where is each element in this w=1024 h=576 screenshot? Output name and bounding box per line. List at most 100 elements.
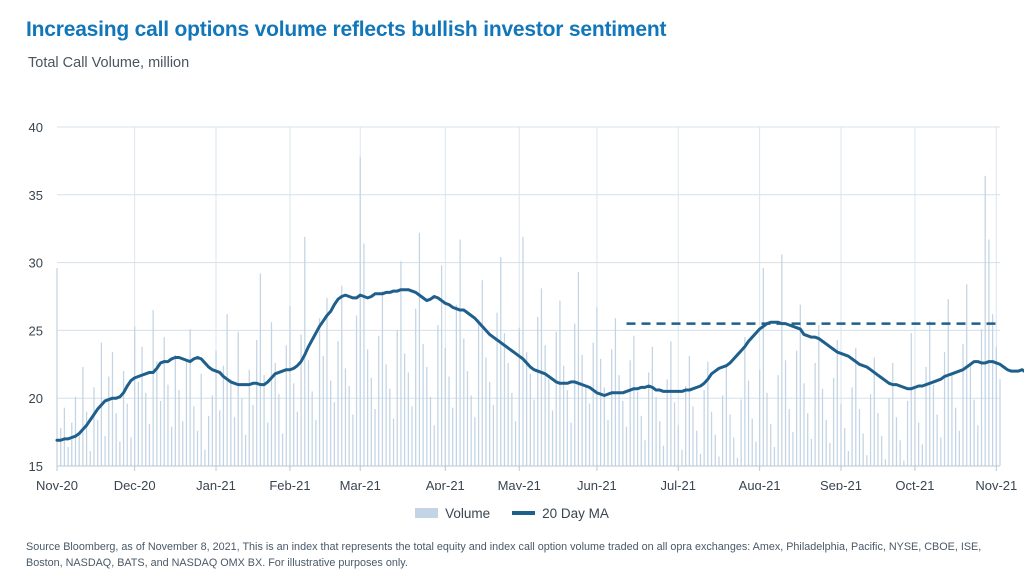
volume-bar <box>714 434 716 466</box>
chart-svg: 15 20 25 30 35 40 Nov-20 Dec-20 Jan-21 Feb-21 Mar… <box>29 120 1024 490</box>
volume-bar <box>629 360 631 466</box>
volume-bar <box>566 390 568 466</box>
volume-bar <box>477 319 480 466</box>
volume-bar <box>722 395 724 466</box>
volume-bar <box>563 365 565 466</box>
volume-bar <box>485 357 487 466</box>
volume-bar <box>692 406 694 466</box>
volume-bar <box>352 414 354 466</box>
moving-average-swatch-icon <box>512 511 536 515</box>
volume-bar <box>877 413 879 466</box>
volume-bar <box>603 387 605 466</box>
volume-bar <box>799 304 801 466</box>
volume-bar <box>844 428 846 466</box>
volume-bar <box>884 459 886 466</box>
volume-bar <box>648 372 650 466</box>
volume-bar <box>381 291 384 466</box>
volume-bar <box>784 360 787 466</box>
volume-bar <box>740 399 742 466</box>
volume-bar <box>300 334 302 466</box>
volume-bar <box>651 346 654 466</box>
volume-bar <box>659 421 661 466</box>
volume-bar <box>233 417 236 466</box>
volume-bar <box>248 369 250 466</box>
volume-bar <box>929 320 931 466</box>
volume-bar <box>599 358 602 466</box>
volume-bar <box>910 333 912 466</box>
volume-bar <box>762 268 764 466</box>
volume-bar <box>744 337 746 466</box>
page-title: Increasing call options volume reflects … <box>26 18 667 41</box>
volume-bar <box>588 403 591 466</box>
legend-label-volume: Volume <box>445 505 491 521</box>
x-tick-label: Feb-21 <box>269 478 310 490</box>
x-axis-tick-labels: Nov-20 Dec-20 Jan-21 Feb-21 Mar-21 Apr-21 May-… <box>36 478 1017 490</box>
volume-bar <box>148 423 151 466</box>
volume-bar <box>196 430 199 466</box>
volume-bar <box>185 358 188 466</box>
volume-bar <box>847 451 850 466</box>
volume-bar <box>385 364 387 466</box>
volume-bar <box>137 381 139 466</box>
volume-bar <box>429 396 432 466</box>
volume-bar <box>267 422 269 466</box>
volume-bar <box>396 330 398 466</box>
volume-bar <box>670 341 672 466</box>
volume-bar <box>411 406 413 466</box>
volume-bar <box>555 331 557 466</box>
volume-bar <box>448 376 450 466</box>
volume-bar <box>662 445 665 466</box>
volume-bar <box>355 315 358 466</box>
volume-bar <box>537 316 539 466</box>
y-tick-label: 35 <box>29 188 43 203</box>
volume-bar <box>522 236 524 466</box>
volume-bar <box>415 308 417 466</box>
volume-bar <box>215 350 217 466</box>
volume-bar <box>788 409 790 466</box>
x-tick-label: Jun-21 <box>577 478 617 490</box>
volume-bar <box>200 373 202 466</box>
volume-bar <box>577 272 580 466</box>
x-tick-label: Oct-21 <box>895 478 934 490</box>
volume-bar <box>514 421 517 466</box>
volume-bar <box>270 322 273 466</box>
volume-bar <box>925 367 927 466</box>
volume-bar <box>378 335 380 466</box>
volume-bar <box>278 394 280 466</box>
volume-bar <box>359 156 361 466</box>
legend-item-moving-average[interactable]: 20 Day MA <box>512 506 609 521</box>
volume-bar <box>333 402 335 466</box>
x-tick-label: Nov-21 <box>975 478 1017 490</box>
volume-bar <box>855 348 857 466</box>
legend-item-volume[interactable]: Volume <box>415 506 490 521</box>
volume-bar <box>222 365 225 466</box>
volume-bar <box>999 379 1001 466</box>
volume-bar <box>93 387 95 466</box>
volume-bar <box>825 419 827 466</box>
volume-bar <box>759 369 761 466</box>
volume-bar <box>747 380 750 466</box>
volume-bar <box>500 257 502 466</box>
volume-bar <box>607 419 609 466</box>
volume-bar <box>511 392 513 466</box>
volume-bar <box>888 398 890 466</box>
volume-bar <box>455 304 458 466</box>
volume-bar <box>285 345 287 466</box>
volume-bar <box>733 437 735 466</box>
volume-bar <box>281 433 284 466</box>
volume-bar <box>256 339 258 466</box>
volume-bar <box>969 364 972 466</box>
volume-bar <box>470 395 472 466</box>
volume-bar <box>141 346 143 466</box>
volume-bar <box>115 413 117 466</box>
y-tick-label: 15 <box>29 459 43 474</box>
chart-subtitle: Total Call Volume, million <box>28 55 190 71</box>
volume-bar <box>204 449 206 466</box>
volume-bar <box>540 288 543 466</box>
volume-bar <box>644 440 646 466</box>
volume-bar <box>341 285 343 466</box>
volume-bar <box>489 381 491 466</box>
volume-bar <box>422 343 424 466</box>
volume-bar <box>773 447 776 466</box>
volume-bar <box>315 419 317 466</box>
